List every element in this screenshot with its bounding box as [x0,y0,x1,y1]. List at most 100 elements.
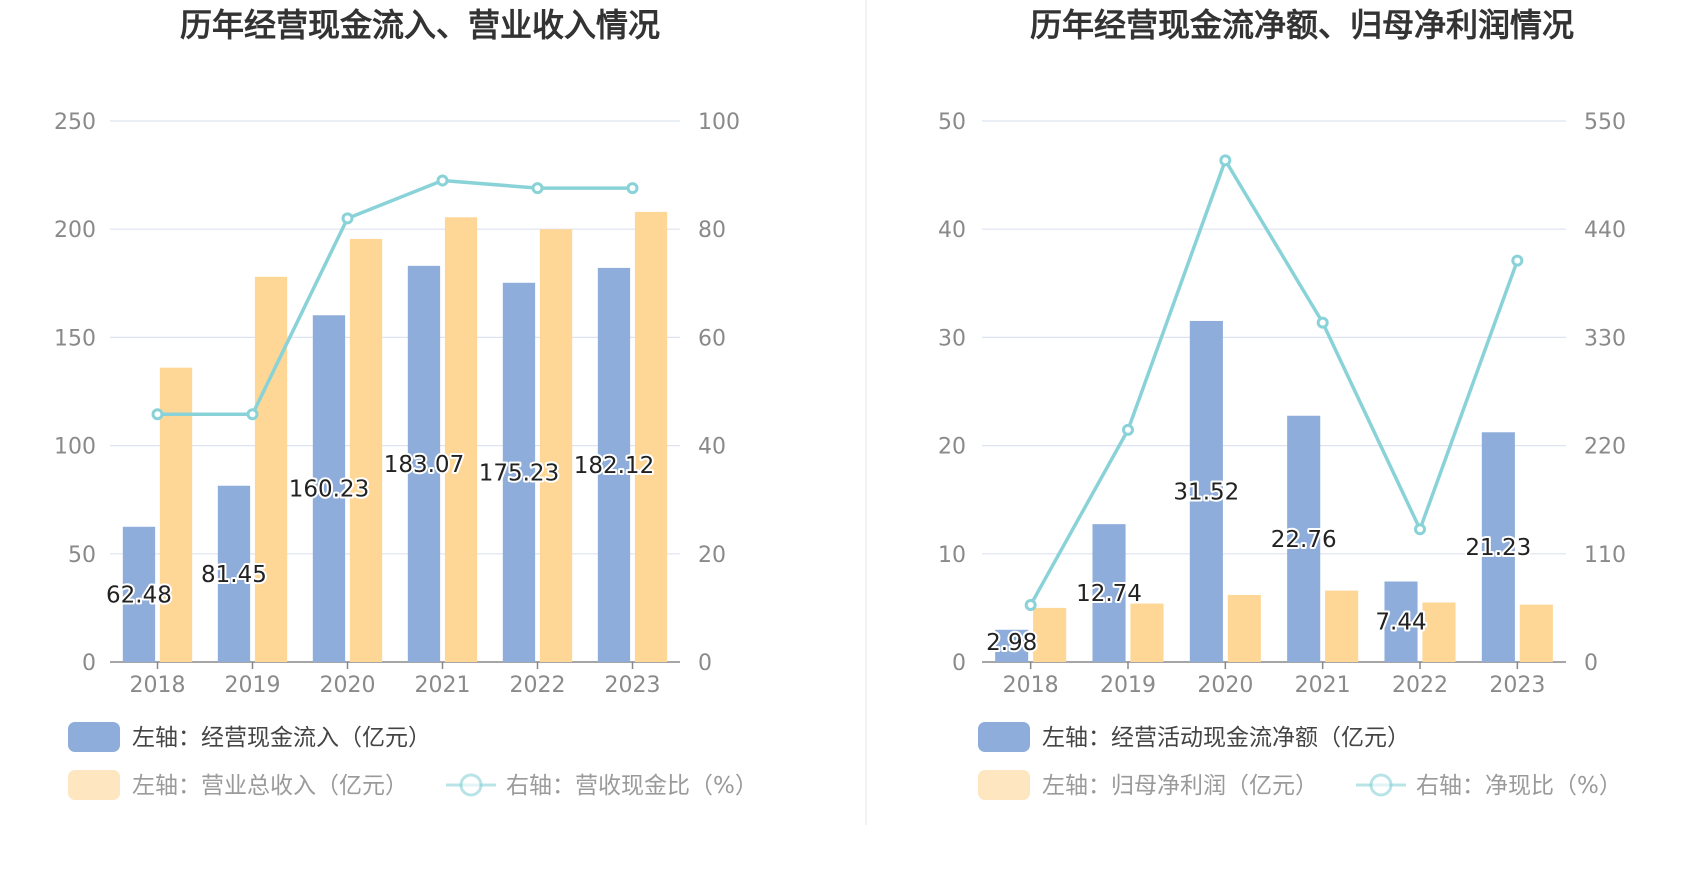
y-left-tick-label: 200 [54,218,96,243]
bar-secondary [634,211,668,662]
chart-title: 历年经营现金流净额、归母净利润情况 [1030,6,1574,44]
bar-primary [1481,432,1515,662]
bar-primary [122,526,156,662]
bar-data-label: 2.98 [986,630,1037,656]
bar-primary [1287,415,1321,662]
x-tick-label: 2022 [1392,673,1448,698]
bar-secondary [1519,604,1553,662]
legend-swatch-line-marker[interactable] [1369,773,1393,797]
y-right-tick-label: 60 [698,326,726,351]
y-right-tick-label: 110 [1584,543,1626,568]
y-right-tick-label: 0 [698,651,712,676]
x-tick-label: 2020 [320,673,376,698]
bar-data-label: 12.74 [1076,581,1142,607]
line-point [341,212,354,225]
y-right-tick-label: 80 [698,218,726,243]
bar-secondary [254,276,288,662]
bar-primary [1189,320,1223,662]
y-left-tick-label: 40 [938,218,966,243]
y-right-tick-label: 550 [1584,110,1626,135]
line-point [1219,154,1232,167]
line-series [157,178,633,416]
line-point [1122,423,1134,436]
y-left-tick-label: 0 [82,651,96,676]
bar-secondary [1227,594,1261,662]
x-tick-label: 2020 [1197,673,1253,698]
y-left-tick-label: 0 [952,651,966,676]
y-left-tick-label: 150 [54,326,96,351]
line-point [151,408,164,421]
y-left-tick-label: 30 [938,326,966,351]
y-left-tick-label: 100 [54,435,96,460]
legend-label-line[interactable]: 右轴：营收现金比（%） [506,773,758,799]
y-right-tick-label: 40 [698,435,726,460]
chart-panel-netcash-profit: 历年经营现金流净额、归母净利润情况 0 10 20 30 40 50 0 110 220 330 44… [938,6,1626,800]
chart-title: 历年经营现金流入、营业收入情况 [180,6,660,44]
bar-data-label: 7.44 [1375,610,1426,636]
y-right-tick-label: 0 [1584,651,1598,676]
legend-label-secondary[interactable]: 左轴：归母净利润（亿元） [1042,773,1318,799]
x-tick-label: 2019 [225,673,281,698]
legend-label-primary[interactable]: 左轴：经营活动现金流净额（亿元） [1042,725,1410,751]
x-tick-label: 2021 [415,673,471,698]
bar-secondary [1130,603,1164,662]
line-point [1024,598,1037,611]
bar-primary [312,315,346,662]
line-point [1511,254,1524,267]
bar-primary [995,629,1029,662]
bar-secondary [444,217,478,662]
bar-data-label: 175.23 [479,460,559,486]
y-left-tick-label: 20 [938,435,966,460]
legend-label-primary[interactable]: 左轴：经营现金流入（亿元） [132,725,431,751]
bar-data-label: 182.12 [574,453,654,479]
legend-label-secondary[interactable]: 左轴：营业总收入（亿元） [132,773,408,799]
y-left-tick-label: 250 [54,110,96,135]
bar-data-label: 183.07 [384,452,464,478]
x-tick-label: 2022 [510,673,566,698]
chart-panel-cashflow-revenue: 历年经营现金流入、营业收入情况 0 50 100 150 200 250 0 20 40 60 80 1… [54,6,758,800]
y-right-tick-label: 440 [1584,218,1626,243]
legend-swatch-primary[interactable] [978,722,1030,752]
x-tick-label: 2023 [1489,673,1545,698]
line-point [436,174,449,187]
line-point [246,408,259,421]
legend-label-line[interactable]: 右轴：净现比（%） [1416,773,1622,799]
bar-secondary [349,238,383,663]
legend-swatch-line-marker[interactable] [459,773,483,797]
legend-swatch-primary[interactable] [68,722,120,752]
x-tick-label: 2018 [1003,673,1059,698]
y-left-tick-label: 50 [938,110,966,135]
bar-secondary [1325,590,1359,662]
bar-primary [407,265,441,662]
bar-data-label: 21.23 [1465,535,1531,561]
y-right-tick-label: 220 [1584,435,1626,460]
x-tick-label: 2019 [1100,673,1156,698]
bar-secondary [159,367,193,662]
line-series [1029,158,1519,606]
bar-secondary [1033,607,1067,662]
bar-data-label: 81.45 [201,562,267,588]
bar-primary [217,485,251,662]
bar-data-label: 62.48 [106,582,172,608]
y-right-tick-label: 20 [698,543,726,568]
bar-primary [502,282,536,662]
bar-data-label: 160.23 [289,477,369,503]
bar-data-label: 31.52 [1173,479,1239,505]
bar-primary [597,267,631,662]
x-tick-label: 2023 [605,673,661,698]
line-point [1316,316,1329,329]
bar-data-label: 22.76 [1271,527,1337,553]
legend-swatch-secondary[interactable] [978,770,1030,800]
x-tick-label: 2021 [1295,673,1351,698]
legend-swatch-secondary[interactable] [68,770,120,800]
line-point [1414,523,1426,536]
bar-primary [1384,581,1418,662]
y-right-tick-label: 100 [698,110,740,135]
y-right-tick-label: 330 [1584,326,1626,351]
bar-secondary [1422,602,1456,662]
line-point [626,182,639,195]
y-left-tick-label: 50 [68,543,96,568]
line-point [531,182,544,195]
bar-primary [1092,524,1126,662]
